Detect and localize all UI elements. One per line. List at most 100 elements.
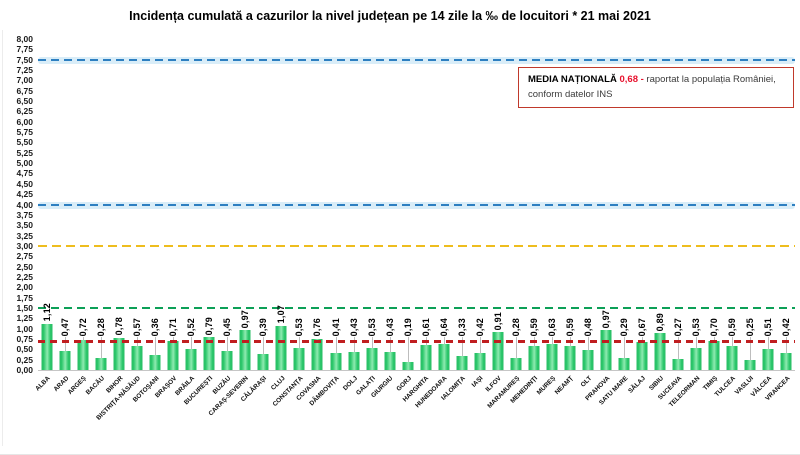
bar <box>203 337 215 370</box>
bar-column: 0,78 BIHOR <box>105 39 128 395</box>
reference-line-0.68 <box>38 340 795 344</box>
bar <box>348 352 360 370</box>
leader-line <box>353 337 355 353</box>
leader-line <box>263 337 265 354</box>
bar <box>474 352 486 370</box>
reference-line-dash <box>38 340 795 344</box>
bar-column: 0,39 CĂLĂRAȘI <box>240 39 272 403</box>
bar-value-label: 0,79 <box>204 317 215 336</box>
bar-value-label: 0,61 <box>420 317 431 336</box>
bar-value-label: 0,29 <box>619 317 630 336</box>
bar <box>95 358 107 370</box>
bar <box>456 356 468 370</box>
y-tick-label: 2,00 <box>16 282 33 293</box>
x-axis-label: MUREȘ <box>535 375 557 397</box>
leader-line <box>515 337 517 359</box>
bar <box>275 325 287 370</box>
y-tick-label: 0,75 <box>16 333 33 344</box>
bar-column: 0,43 DOLJ <box>341 39 363 392</box>
bar <box>41 323 53 370</box>
bar-value-label: 0,36 <box>150 317 161 336</box>
bar <box>744 359 756 370</box>
y-tick-label: 3,50 <box>16 220 33 231</box>
bar <box>185 348 197 370</box>
bar-column: 0,36 BOTOȘANI <box>131 39 164 404</box>
y-tick-label: 7,25 <box>16 65 33 76</box>
bar <box>167 340 179 370</box>
bar-column: 0,48 OLT <box>579 39 597 389</box>
reference-line-dash <box>38 58 795 61</box>
bar-value-label: 0,48 <box>582 317 593 336</box>
bar <box>762 348 774 370</box>
leader-line <box>642 337 644 343</box>
bar <box>366 348 378 370</box>
bar <box>726 345 738 370</box>
bar-column: 0,42 VRANCEA <box>764 39 795 402</box>
bar <box>618 358 630 370</box>
bar-value-label: 0,59 <box>564 317 575 336</box>
bar-column: 0,91 ILFOV <box>484 39 507 393</box>
bar-column: 0,43 GIURGIU <box>370 39 399 399</box>
bar-column: 0,79 BUCUREȘTI <box>183 39 218 406</box>
bar <box>654 333 666 370</box>
y-tick-label: 6,50 <box>16 96 33 107</box>
bar-value-label: 0,59 <box>727 317 738 336</box>
bar <box>149 355 161 370</box>
y-tick-label: 5,00 <box>16 158 33 169</box>
bar-value-label: 0,53 <box>691 317 702 336</box>
y-tick-label: 1,25 <box>16 313 33 324</box>
leader-line <box>587 337 589 351</box>
bar <box>239 329 251 370</box>
bar-column: 0,76 COVASNA <box>295 39 326 402</box>
leader-line <box>65 337 67 351</box>
bar-value-label: 0,72 <box>78 317 89 336</box>
y-tick-label: 4,50 <box>16 178 33 189</box>
bar <box>510 358 522 370</box>
bar-value-label: 0,27 <box>673 317 684 336</box>
bar-value-label: 0,39 <box>258 317 269 336</box>
reference-line-4.00 <box>38 201 795 209</box>
bar-column: 0,28 BACĂU <box>85 39 110 396</box>
bar-value-label: 0,42 <box>781 317 792 336</box>
x-axis-label: ALBA <box>34 375 52 393</box>
reference-line-1.50 <box>38 306 795 310</box>
bar <box>546 343 558 370</box>
bar-column: 0,41 DÂMBOVIȚA <box>308 39 345 407</box>
bar-value-label: 0,33 <box>456 317 467 336</box>
bar-column: 0,72 ARGEȘ <box>67 39 92 396</box>
y-tick-label: 0,00 <box>16 365 33 375</box>
bar-value-label: 0,19 <box>402 317 413 336</box>
bar <box>293 348 305 370</box>
x-axis-label: IAȘI <box>470 375 485 389</box>
bar-column: 1,07 CLUJ <box>270 39 290 392</box>
y-tick-label: 7,00 <box>16 75 33 86</box>
bar-value-label: 0,76 <box>312 317 323 336</box>
bar-column: 1,12 ALBA <box>34 39 56 393</box>
bar <box>492 332 504 370</box>
bar-value-label: 0,78 <box>114 317 125 336</box>
bar-value-label: 0,43 <box>348 317 359 336</box>
y-tick-label: 3,75 <box>16 209 33 220</box>
bar-value-label: 0,63 <box>546 317 557 336</box>
bar-value-label: 0,43 <box>384 317 395 336</box>
y-tick-label: 1,50 <box>16 302 33 313</box>
reference-line-dash <box>38 203 795 206</box>
y-tick-label: 3,00 <box>16 240 33 251</box>
y-tick-label: 8,00 <box>16 34 33 44</box>
y-tick-label: 2,50 <box>16 261 33 272</box>
x-axis-line <box>38 370 795 371</box>
y-tick-label: 2,25 <box>16 271 33 282</box>
x-axis-label: NEAMȚ <box>553 375 575 397</box>
bar <box>780 352 792 370</box>
bar-value-label: 0,53 <box>294 317 305 336</box>
bar <box>384 352 396 370</box>
bar-value-label: 0,47 <box>60 317 71 336</box>
bar-value-label: 1,12 <box>42 303 53 322</box>
bar-column: 0,29 SATU MARE <box>597 39 633 406</box>
bar <box>59 350 71 370</box>
y-tick-label: 7,50 <box>16 54 33 65</box>
reference-line-dash <box>38 244 795 248</box>
bar-value-label: 0,45 <box>222 317 233 336</box>
bar-value-label: 0,97 <box>600 309 611 328</box>
